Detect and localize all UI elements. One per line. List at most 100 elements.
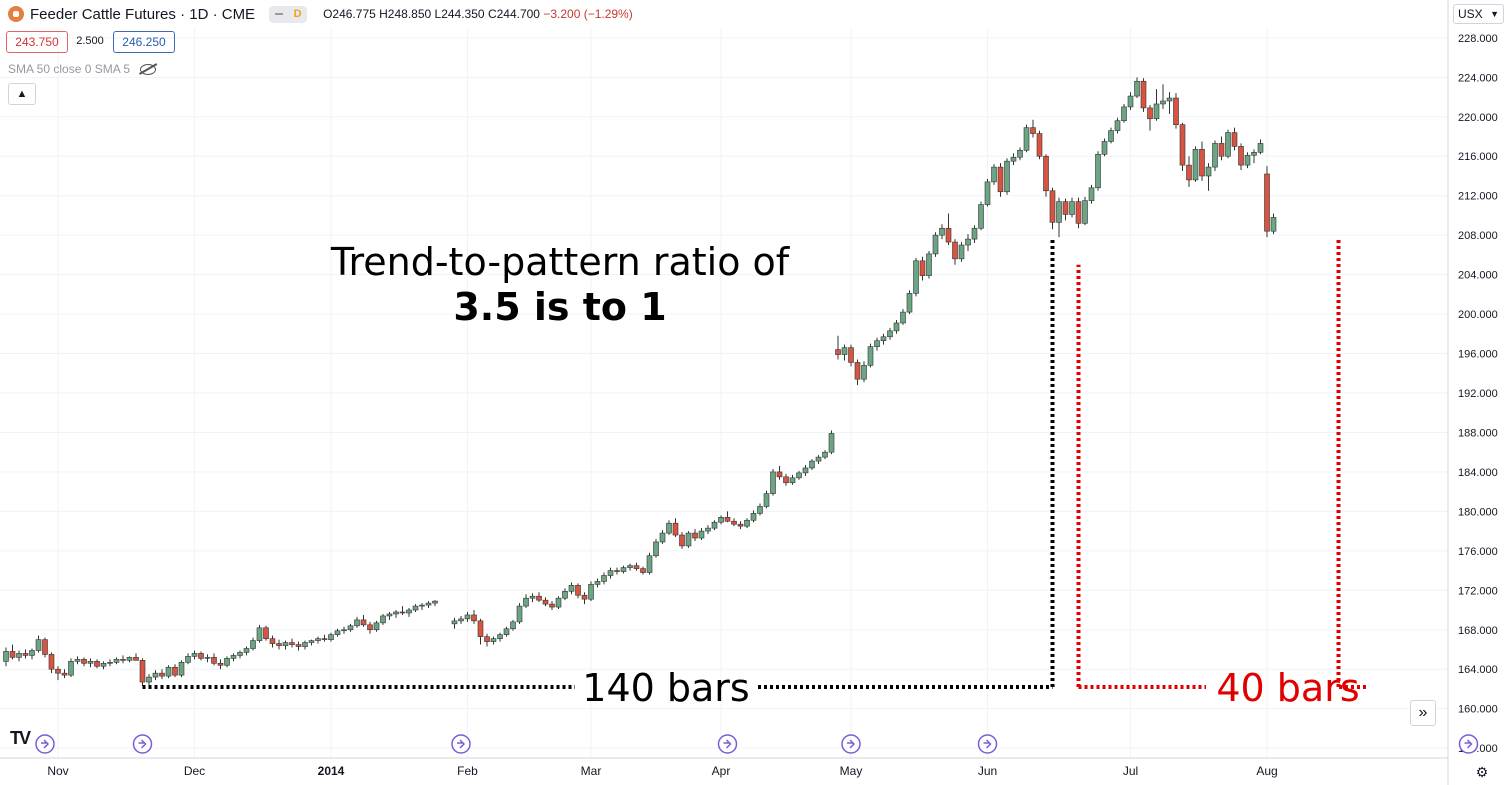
candle-body — [783, 476, 789, 484]
candle-body — [1088, 187, 1095, 201]
candle-body — [815, 456, 822, 462]
event-marker-icon[interactable] — [35, 734, 55, 754]
candle-body — [991, 166, 997, 183]
chevron-down-icon: ▼ — [1490, 9, 1499, 19]
candle-body — [588, 584, 594, 600]
y-tick-label: 184.000 — [1458, 467, 1498, 479]
candle-body — [81, 659, 87, 664]
interval-pill[interactable]: D — [269, 5, 308, 23]
y-tick-label: 168.000 — [1458, 625, 1498, 637]
candle-body — [120, 659, 126, 661]
sell-price-button[interactable]: 243.750 — [6, 31, 68, 53]
candle-body — [9, 651, 16, 658]
candle-body — [503, 628, 510, 635]
symbol-title[interactable]: Feeder Cattle Futures · 1D · CME — [30, 5, 256, 23]
ohlc-change: −3.200 (−1.29%) — [543, 7, 633, 21]
candle-body — [575, 585, 581, 596]
candle-body — [3, 651, 9, 662]
tradingview-logo-icon[interactable]: TV — [10, 728, 31, 748]
candle-body — [419, 604, 425, 607]
candle-body — [367, 624, 373, 631]
candle-body — [55, 668, 61, 674]
candle-body — [464, 614, 471, 620]
candle-body — [48, 654, 55, 670]
candle-body — [529, 595, 536, 599]
candle-body — [984, 181, 991, 205]
candle-body — [770, 471, 776, 494]
candle-body — [386, 613, 393, 617]
candle-body — [1173, 97, 1179, 125]
candle-body — [1075, 201, 1082, 224]
candle-body — [1251, 151, 1257, 156]
candle-body — [1160, 100, 1166, 105]
indicator-legend[interactable]: SMA 50 close 0 SMA 5 — [8, 62, 157, 76]
candle-body — [477, 620, 484, 637]
candle-body — [74, 659, 81, 662]
annotation-title-line2: 3.5 is to 1 — [453, 285, 666, 329]
event-marker-icon[interactable] — [1458, 734, 1479, 754]
candle-body — [1101, 141, 1108, 155]
candle-body — [978, 204, 984, 229]
candle-body — [159, 672, 165, 677]
candle-body — [217, 662, 224, 666]
event-marker-icon[interactable] — [977, 734, 998, 754]
candle-body — [835, 349, 841, 355]
candle-body — [308, 640, 315, 643]
y-tick-label: 216.000 — [1458, 151, 1498, 163]
event-marker-icon[interactable] — [451, 734, 471, 754]
candle-body — [880, 336, 887, 342]
candle-body — [971, 227, 978, 240]
candle-body — [536, 595, 542, 601]
candle-body — [497, 634, 503, 639]
y-tick-label: 176.000 — [1458, 546, 1498, 558]
candle-body — [347, 625, 354, 631]
candle-body — [172, 666, 178, 676]
candle-body — [809, 460, 815, 469]
candle-body — [679, 534, 685, 547]
candle-body — [919, 260, 926, 276]
ohlc-high: H248.850 — [379, 7, 432, 21]
collapse-legend-button[interactable]: ▲ — [8, 83, 36, 105]
candle-body — [1023, 127, 1030, 151]
candle-body — [406, 609, 412, 614]
candle-body — [562, 590, 568, 599]
currency-select[interactable]: USX ▼ — [1453, 4, 1504, 24]
candle-body — [29, 650, 35, 656]
candle-body — [789, 477, 796, 484]
scroll-to-realtime-button[interactable]: » — [1410, 700, 1436, 726]
candle-body — [705, 527, 711, 532]
event-arrow-icon — [1464, 739, 1473, 749]
grid — [0, 28, 1448, 758]
candle-body — [165, 666, 172, 677]
candle-body — [1049, 190, 1056, 223]
candle-body — [1257, 143, 1264, 153]
y-tick-label: 208.000 — [1458, 230, 1498, 242]
candle-body — [1264, 173, 1270, 232]
y-tick-label: 204.000 — [1458, 270, 1498, 282]
y-tick-label: 200.000 — [1458, 309, 1498, 321]
candle-body — [458, 618, 464, 622]
candle-body — [237, 652, 243, 656]
buy-price-button[interactable]: 246.250 — [113, 31, 175, 53]
candle-body — [796, 472, 802, 479]
event-arrow-icon — [723, 739, 732, 749]
event-marker-icon[interactable] — [717, 734, 738, 754]
eye-hidden-icon[interactable] — [140, 63, 157, 75]
candle-body — [802, 467, 809, 474]
y-tick-label: 228.000 — [1458, 33, 1498, 45]
event-marker-icon[interactable] — [132, 734, 153, 754]
annotations: 140 bars 40 bars — [142, 239, 1366, 710]
candle-body — [633, 565, 640, 569]
event-marker-icon[interactable] — [841, 734, 861, 754]
candle-body — [295, 644, 302, 647]
candle-body — [523, 597, 529, 607]
settings-gear-icon[interactable]: ⚙ — [1475, 764, 1489, 780]
candle-body — [776, 471, 783, 478]
candle-body — [542, 599, 549, 605]
candle-body — [958, 244, 965, 260]
candle-body — [653, 541, 659, 557]
candle-body — [425, 602, 432, 606]
candle-body — [1238, 146, 1244, 166]
